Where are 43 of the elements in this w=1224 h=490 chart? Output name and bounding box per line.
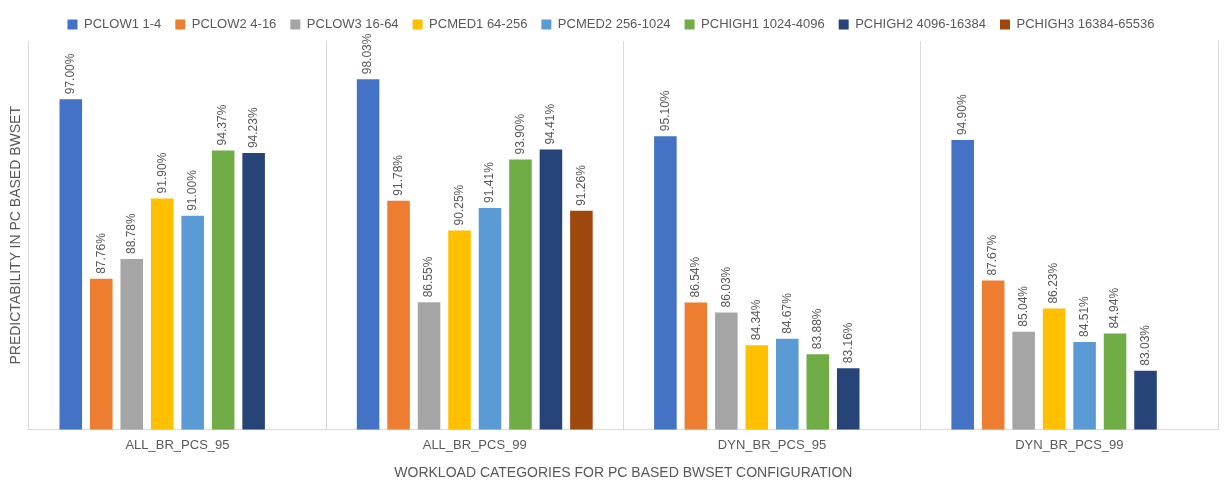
data-label: 91.00% [185, 169, 199, 211]
legend-label: PCLOW3 16-64 [306, 16, 399, 32]
data-label: 94.41% [543, 103, 558, 145]
data-label: 84.94% [1107, 287, 1122, 329]
data-label: 91.41% [482, 161, 497, 203]
legend-label: PCHIGH1 1024-4096 [701, 16, 825, 32]
legend-label: PCHIGH3 16384-65536 [1016, 16, 1155, 32]
data-label: 91.78% [390, 154, 405, 196]
data-label: 87.67% [985, 234, 1000, 276]
data-label: 83.88% [810, 308, 825, 350]
data-label: 97.00% [63, 53, 78, 95]
data-label: 94.37% [215, 104, 230, 146]
x-tick-label: DYN_BR_PCS_95 [717, 436, 827, 452]
legend-label: PCLOW1 1-4 [84, 16, 162, 32]
data-label: 86.54% [688, 256, 703, 298]
data-label: 94.23% [245, 107, 260, 149]
data-label: 85.04% [1015, 285, 1030, 327]
data-label: 95.10% [657, 90, 672, 132]
data-label: 86.23% [1046, 262, 1061, 304]
data-label: 86.03% [718, 266, 733, 308]
data-label: 98.03% [360, 33, 375, 75]
legend-label: PCMED2 256-1024 [557, 16, 671, 32]
data-label: 86.55% [421, 256, 436, 298]
data-label: 83.16% [840, 322, 855, 364]
y-axis-title: PREDICTABILITY IN PC BASED BWSET [7, 105, 24, 365]
x-tick-label: ALL_BR_PCS_95 [125, 436, 230, 452]
data-label: 84.34% [749, 299, 764, 341]
legend-label: PCHIGH2 4096-16384 [855, 16, 986, 32]
data-label: 90.25% [451, 184, 466, 226]
data-label: 84.51% [1076, 295, 1091, 337]
x-tick-label: ALL_BR_PCS_99 [422, 436, 527, 452]
legend-label: PCLOW2 4-16 [191, 16, 277, 32]
data-label: 93.90% [512, 113, 527, 155]
data-label: 91.26% [573, 164, 588, 206]
data-label: 87.76% [93, 232, 108, 274]
x-tick-label: DYN_BR_PCS_99 [1015, 436, 1124, 452]
data-label: 84.67% [779, 292, 794, 334]
data-label: 94.90% [955, 94, 970, 136]
data-label: 83.03% [1137, 324, 1152, 366]
data-label: 91.90% [154, 152, 169, 194]
data-label: 88.78% [124, 212, 139, 254]
legend-label: PCMED1 64-256 [429, 16, 528, 32]
x-axis-title: WORKLOAD CATEGORIES FOR PC BASED BWSET CONFIGURATION [394, 464, 853, 481]
